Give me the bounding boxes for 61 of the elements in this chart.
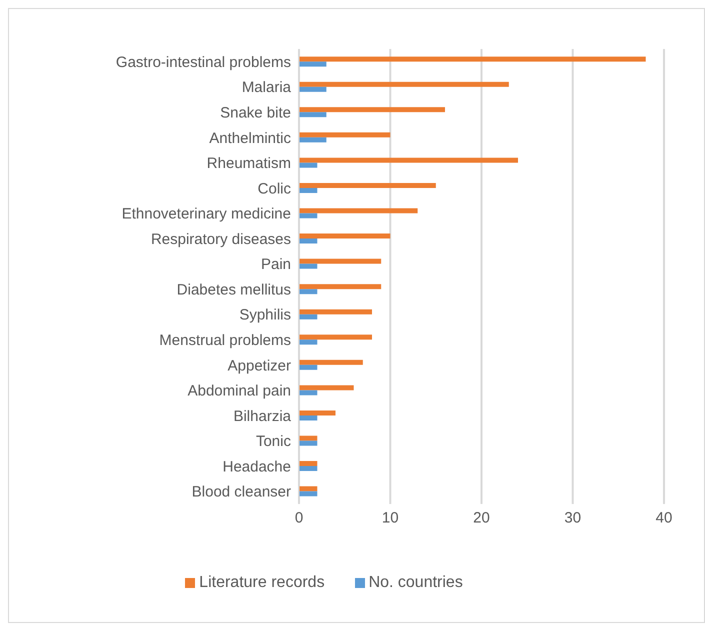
bar [299,188,318,193]
bar [299,415,318,420]
bar [299,208,418,214]
bar [299,284,382,290]
bar [299,182,436,188]
bar [299,213,318,218]
bar [299,258,382,264]
y-tick-label: Abdominal pain [188,382,291,400]
y-tick-label: Snake bite [220,104,291,122]
bar [299,461,318,466]
y-tick-label: Diabetes mellitus [176,281,291,298]
y-tick-label: Headache [222,458,291,476]
y-tick-label: Appetizer [228,357,291,374]
y-tick-label: Rheumatism [206,155,291,172]
y-tick-label: Ethnoveterinary medicine [122,206,291,223]
x-tick-label: 20 [473,510,490,527]
x-tick-label: 30 [564,510,582,527]
bar [299,158,518,163]
bar [299,82,509,87]
y-tick-label: Bilharzia [233,408,292,425]
x-tick-label: 0 [294,510,304,527]
bar [299,137,326,142]
y-tick-label: Syphilis [239,306,291,324]
bar [299,410,336,416]
legend-label: Literature records [199,574,325,591]
bar [299,132,390,138]
y-tick-label: Gastro-intestinal problems [116,54,291,71]
bar [299,385,354,390]
bar [299,112,326,118]
bar [299,486,318,492]
x-tick-label: 40 [656,510,672,527]
bar [299,86,326,92]
bar [299,107,445,112]
y-tick-label: Malaria [242,79,292,96]
bar [299,162,318,168]
x-tick-label: 10 [382,510,399,527]
y-tick-label: Colic [258,180,292,198]
bar [299,360,363,365]
bar [299,491,318,496]
bar [299,440,318,446]
bar [299,340,318,345]
legend-label: No. countries [368,574,463,591]
bar [299,334,372,340]
bar [299,234,390,239]
y-tick-label: Pain [260,256,291,274]
y-tick-label: Blood cleanser [192,484,291,501]
bar [299,264,318,269]
y-tick-label: Respiratory diseases [150,230,291,248]
bar [299,289,318,294]
bar [299,238,318,244]
bar [299,62,326,67]
bar [299,309,372,314]
bar [299,466,318,472]
y-tick-label: Menstrual problems [159,332,291,350]
bar [299,314,318,320]
y-tick-label: Anthelmintic [209,130,292,147]
bar [299,364,318,370]
bar [299,390,318,396]
bar [299,56,646,62]
y-tick-label: Tonic [256,433,292,450]
bar [299,436,318,441]
